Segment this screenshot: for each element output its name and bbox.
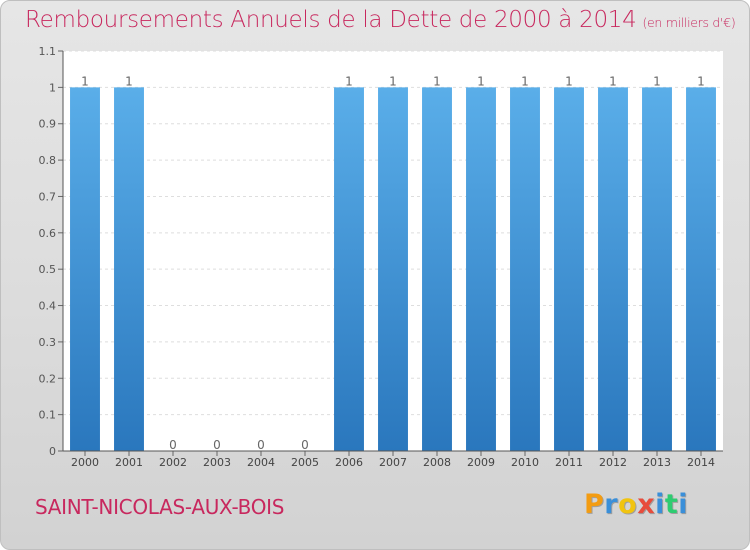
bar (378, 87, 408, 451)
x-tick-label: 2005 (291, 456, 319, 469)
chart-title-text: Remboursements Annuels de la Dette de 20… (25, 7, 637, 33)
x-tick-label: 2002 (159, 456, 187, 469)
bar (422, 87, 452, 451)
y-tick-label: 0.6 (39, 227, 57, 240)
x-tick-label: 2010 (511, 456, 539, 469)
data-label: 1 (609, 74, 617, 88)
y-tick-label: 0.5 (39, 263, 57, 276)
brand-letter: x (637, 489, 656, 520)
bar (114, 87, 144, 451)
data-label: 1 (565, 74, 573, 88)
x-tick-label: 2007 (379, 456, 407, 469)
brand-letter: r (604, 489, 619, 520)
data-label: 1 (389, 74, 397, 88)
data-label: 1 (653, 74, 661, 88)
y-tick-label: 0.1 (39, 409, 57, 422)
brand-letter: t (664, 489, 679, 520)
x-tick-label: 2013 (643, 456, 671, 469)
chart-title: Remboursements Annuels de la Dette de 20… (25, 7, 736, 33)
data-label: 1 (433, 74, 441, 88)
y-tick-label: 1.1 (39, 45, 57, 58)
bars (70, 87, 716, 451)
x-tick-label: 2006 (335, 456, 363, 469)
data-labels: 1 1 0 0 0 0 1 1 1 1 1 1 1 1 1 (81, 74, 705, 452)
y-tick-label: 0.2 (39, 372, 57, 385)
commune-name: SAINT-NICOLAS-AUX-BOIS (35, 495, 285, 519)
data-label: 1 (125, 74, 133, 88)
chart-unit: (en milliers d'€) (642, 15, 736, 30)
proxiti-logo: Proxiti (584, 489, 688, 520)
x-tick-label: 2008 (423, 456, 451, 469)
y-tick-label: 0 (49, 445, 56, 458)
bar (70, 87, 100, 451)
bar (554, 87, 584, 451)
x-tick-label: 2001 (115, 456, 143, 469)
bar (598, 87, 628, 451)
data-label: 1 (697, 74, 705, 88)
x-tick-label: 2004 (247, 456, 275, 469)
y-tick-label: 0.4 (39, 300, 57, 313)
bar (510, 87, 540, 451)
y-tick-label: 0.7 (39, 190, 57, 203)
x-tick-label: 2014 (687, 456, 715, 469)
y-axis: 0 0.1 0.2 0.3 0.4 0.5 0.6 0.7 0.8 0.9 1 1.1 (39, 45, 64, 458)
bar (466, 87, 496, 451)
y-tick-label: 0.3 (39, 336, 57, 349)
data-label: 1 (521, 74, 529, 88)
brand-letter: i (678, 489, 689, 520)
x-tick-label: 2000 (71, 456, 99, 469)
data-label: 1 (477, 74, 485, 88)
bar (642, 87, 672, 451)
x-axis: 2000 2001 2002 2003 2004 2005 2006 2007 2008 2009… (63, 450, 723, 469)
bar (686, 87, 716, 451)
x-tick-label: 2009 (467, 456, 495, 469)
x-tick-label: 2011 (555, 456, 583, 469)
y-tick-label: 1 (49, 81, 56, 94)
brand-letter: i (655, 489, 665, 520)
data-label: 0 (213, 438, 221, 452)
data-label: 1 (81, 74, 89, 88)
brand-letter: o (618, 489, 638, 520)
data-label: 0 (301, 438, 309, 452)
y-tick-label: 0.8 (39, 154, 57, 167)
data-label: 1 (345, 74, 353, 88)
data-label: 0 (169, 438, 177, 452)
brand-letter: P (584, 489, 605, 520)
x-tick-label: 2003 (203, 456, 231, 469)
x-tick-label: 2012 (599, 456, 627, 469)
data-label: 0 (257, 438, 265, 452)
y-tick-label: 0.9 (39, 118, 57, 131)
bar (334, 87, 364, 451)
